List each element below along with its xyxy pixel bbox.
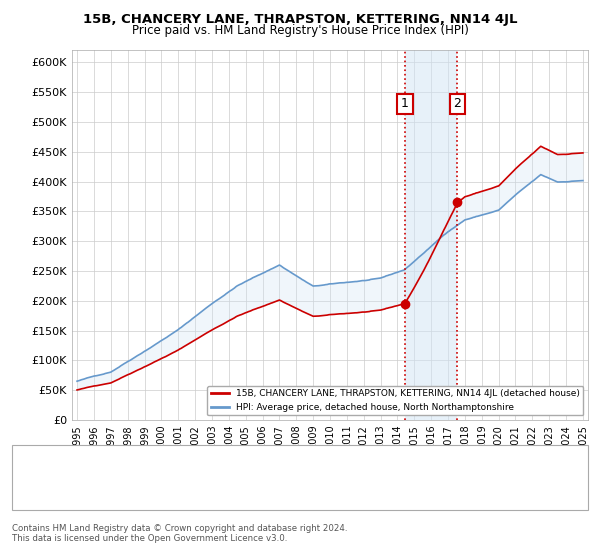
Text: 19% ↑ HPI: 19% ↑ HPI: [342, 487, 401, 497]
Text: 1: 1: [20, 455, 28, 465]
Text: £365,000: £365,000: [222, 487, 275, 497]
Legend: 15B, CHANCERY LANE, THRAPSTON, KETTERING, NN14 4JL (detached house), HPI: Averag: 15B, CHANCERY LANE, THRAPSTON, KETTERING…: [207, 386, 583, 416]
Text: Price paid vs. HM Land Registry's House Price Index (HPI): Price paid vs. HM Land Registry's House …: [131, 24, 469, 37]
Text: 2: 2: [454, 97, 461, 110]
Bar: [405, 50, 457, 420]
Text: 1: 1: [401, 97, 409, 110]
Text: 2: 2: [20, 487, 28, 497]
Text: 27-JUL-2017: 27-JUL-2017: [66, 487, 134, 497]
Text: 16% ↓ HPI: 16% ↓ HPI: [342, 455, 401, 465]
Text: 15B, CHANCERY LANE, THRAPSTON, KETTERING, NN14 4JL: 15B, CHANCERY LANE, THRAPSTON, KETTERING…: [83, 13, 517, 26]
Text: £195,000: £195,000: [222, 455, 275, 465]
Text: Contains HM Land Registry data © Crown copyright and database right 2024.
This d: Contains HM Land Registry data © Crown c…: [12, 524, 347, 543]
Text: 12-JUN-2014: 12-JUN-2014: [66, 455, 137, 465]
